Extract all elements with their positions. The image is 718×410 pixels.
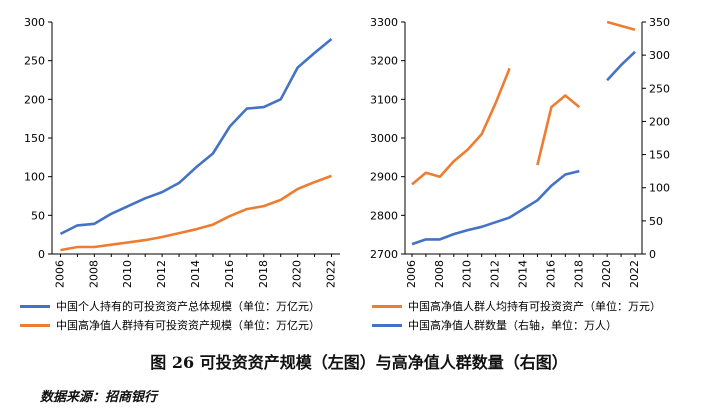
right-chart-left-tick-label: 3300 (370, 16, 398, 29)
right-chart-left-tick-label: 2800 (370, 209, 398, 222)
right-chart-right-tick-label: 50 (649, 215, 663, 228)
right-chart-right-tick-label: 300 (649, 49, 670, 62)
legend-swatch-per-capita (372, 305, 402, 308)
left-x-tick-label: 2006 (53, 260, 66, 288)
left-y-tick-label: 50 (31, 209, 45, 222)
legend-label-hnw-count: 中国高净值人群数量（右轴，单位：万人） (408, 319, 617, 332)
right-chart-left-tick-label: 2700 (370, 248, 398, 261)
legend-label-hnw-assets: 中国高净值人群持有可投资资产规模（单位：万亿元） (56, 319, 320, 332)
legend-swatch-hnw-assets (20, 324, 50, 327)
right-chart-x-tick-label: 2016 (544, 260, 557, 288)
right-chart-right-tick-label: 200 (649, 115, 670, 128)
series-line-hnw-count (411, 169, 580, 246)
legend-swatch-hnw-count (372, 324, 402, 327)
legend-label-total-assets: 中国个人持有的可投资资产总体规模（单位：万亿元） (56, 300, 320, 313)
chart-right: 2700 2800 2900 3000 3100 3200 3300 0 50 100 150 200… (370, 16, 670, 288)
series-line-per-capita-assets (536, 94, 581, 166)
right-chart-x-tick-label: 2012 (489, 260, 502, 288)
series-line-hnw-assets (60, 174, 332, 252)
left-x-tick-label: 2016 (223, 260, 236, 288)
left-x-tick-label: 2008 (87, 260, 100, 288)
left-x-tick-label: 2022 (325, 260, 338, 288)
right-chart-right-tick-label: 0 (649, 248, 656, 261)
left-y-tick-label: 150 (24, 132, 45, 145)
series-line-per-capita-assets (411, 67, 511, 186)
chart-left: 0 50 100 150 200 250 300 2006 2008 2010 2012 2014 20… (24, 16, 340, 288)
left-y-tick-label: 300 (24, 16, 45, 29)
figure-caption: 图 26 可投资资产规模（左图）与高净值人群数量（右图） (150, 353, 568, 372)
right-chart-x-tick-label: 2014 (517, 260, 530, 288)
left-x-tick-label: 2012 (155, 260, 168, 288)
left-x-tick-label: 2020 (291, 260, 304, 288)
series-line-total-assets (59, 37, 333, 236)
legend-label-per-capita: 中国高净值人群人均持有可投资资产（单位：万元） (408, 300, 661, 313)
data-source: 数据来源：招商银行 (40, 390, 158, 405)
left-y-tick-label: 200 (24, 93, 45, 106)
right-chart-left-tick-label: 3200 (370, 55, 398, 68)
charts: 0 50 100 150 200 250 300 2006 2008 2010 2012 2014 20… (24, 16, 670, 288)
series-line-per-capita-assets (606, 20, 636, 31)
right-chart-x-tick-label: 2018 (572, 260, 585, 288)
right-chart-x-tick-label: 2020 (600, 260, 613, 288)
right-chart-x-tick-label: 2008 (433, 260, 446, 288)
right-chart-right-tick-label: 100 (649, 182, 670, 195)
right-chart-x-tick-label: 2010 (461, 260, 474, 288)
right-chart-right-tick-label: 350 (649, 16, 670, 29)
right-chart-x-tick-label: 2022 (628, 260, 641, 288)
legend-swatch-total-assets (20, 305, 50, 308)
right-chart-left-tick-label: 3000 (370, 132, 398, 145)
right-chart-right-tick-label: 150 (649, 149, 670, 162)
left-x-tick-label: 2014 (189, 260, 202, 288)
left-y-tick-label: 0 (38, 248, 45, 261)
left-x-tick-label: 2018 (257, 260, 270, 288)
left-y-tick-label: 250 (24, 55, 45, 68)
series-line-hnw-count (606, 50, 636, 82)
left-y-tick-label: 100 (24, 171, 45, 184)
left-x-tick-label: 2010 (121, 260, 134, 288)
right-chart-x-tick-label: 2006 (405, 260, 418, 288)
right-chart-left-tick-label: 2900 (370, 171, 398, 184)
right-chart-right-tick-label: 250 (649, 82, 670, 95)
right-chart-left-tick-label: 3100 (370, 93, 398, 106)
